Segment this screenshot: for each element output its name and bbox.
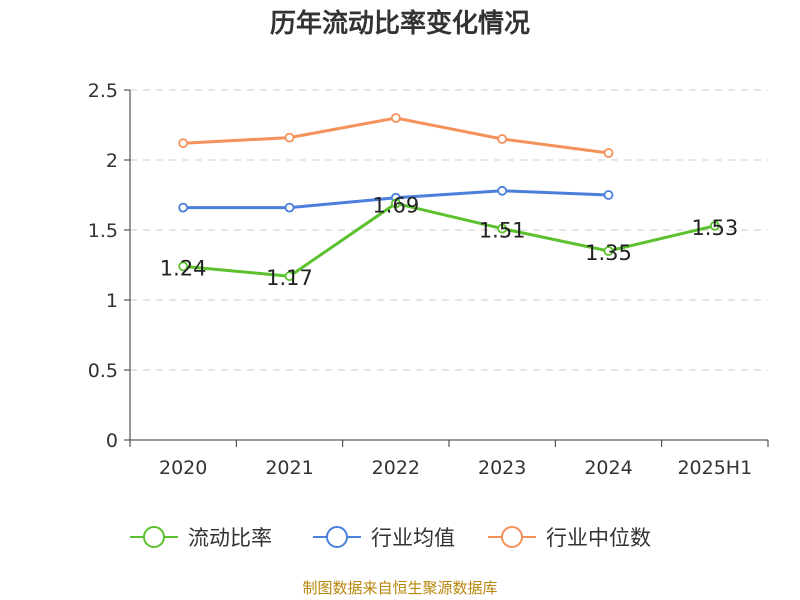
data-point (390, 198, 401, 209)
x-tick-label: 2022 (372, 457, 420, 479)
y-tick-label: 2 (106, 150, 118, 172)
y-tick-label: 0.5 (88, 360, 118, 382)
x-tick-label: 2020 (159, 457, 207, 479)
data-point (284, 271, 295, 282)
data-point (390, 113, 401, 123)
data-label: 1.17 (266, 266, 313, 290)
x-tick-label: 2023 (478, 457, 526, 479)
grid (130, 89, 768, 371)
legend-label: 行业中位数 (546, 526, 651, 550)
data-label: 1.51 (479, 219, 526, 243)
data-labels: 1.24 1.17 1.69 1.51 1.35 1.53 (160, 193, 738, 290)
legend-item-2[interactable]: 行业中位数 (488, 526, 651, 550)
data-point (178, 202, 189, 213)
legend-item-0[interactable]: 流动比率 (130, 526, 272, 550)
y-tick-label: 0 (106, 430, 118, 452)
data-point (497, 134, 508, 144)
legend-item-1[interactable]: 行业均值 (313, 526, 455, 550)
data-point (497, 223, 508, 234)
x-tick-label: 2025H1 (677, 457, 752, 479)
series-line-0 (183, 201, 716, 278)
y-tick-label: 1.5 (88, 220, 118, 242)
data-label: 1.53 (691, 216, 738, 240)
legend[interactable]: 流动比率 行业均值 行业中位数 (130, 526, 651, 550)
legend-label: 流动比率 (188, 526, 272, 550)
data-label: 1.35 (585, 241, 632, 265)
data-label: 1.69 (372, 193, 419, 217)
data-point (284, 132, 295, 143)
legend-marker (326, 526, 348, 548)
data-point (603, 148, 614, 158)
data-point (603, 246, 614, 256)
chart-title: 历年流动比率变化情况 (270, 8, 530, 39)
x-tick-label: 2024 (584, 457, 632, 479)
data-point (284, 202, 295, 213)
data-point (603, 190, 614, 200)
legend-label: 行业均值 (371, 526, 455, 550)
data-label: 1.24 (160, 256, 207, 280)
source-note: 制图数据来自恒生聚源数据库 (302, 579, 497, 597)
data-point (709, 220, 720, 231)
series-group (178, 113, 720, 282)
x-tick-label: 2021 (265, 457, 313, 479)
y-tick-label: 1 (106, 290, 118, 312)
data-point (178, 261, 189, 272)
axes: 0 0.5 1 1.5 2 2.5 2020 2021 2022 2023 2024 2025H1 (88, 80, 769, 479)
data-point (178, 138, 189, 149)
legend-marker (501, 526, 523, 548)
legend-marker (143, 526, 165, 548)
y-tick-label: 2.5 (88, 80, 118, 102)
series-line-2 (183, 116, 609, 155)
data-point (497, 185, 508, 196)
